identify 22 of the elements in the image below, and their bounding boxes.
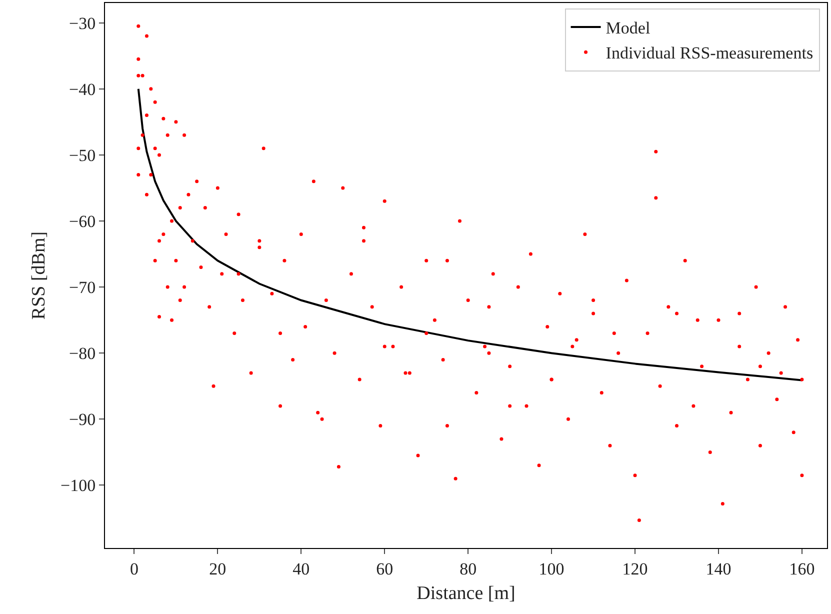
y-tick-label: −100 xyxy=(60,476,96,496)
x-tick-label: 20 xyxy=(209,559,226,578)
y-tick-label: −50 xyxy=(69,146,96,165)
x-tick-label: 100 xyxy=(538,559,564,578)
x-tick-label: 120 xyxy=(622,559,648,578)
legend-label: Model xyxy=(606,18,650,38)
y-tick-label: −40 xyxy=(69,80,96,99)
y-tick-label: −80 xyxy=(69,344,96,364)
x-tick-label: 160 xyxy=(789,559,815,578)
x-tick-label: 0 xyxy=(130,559,138,578)
y-tick-label: −30 xyxy=(69,14,96,33)
x-tick-label: 140 xyxy=(706,559,732,578)
y-tick-label: −90 xyxy=(69,410,96,430)
x-tick-label: 40 xyxy=(292,559,310,578)
x-axis-title: Distance [m] xyxy=(416,583,516,604)
legend-label: Individual RSS-measurements xyxy=(606,44,814,63)
y-tick-label: −70 xyxy=(69,278,96,298)
x-tick-label: 60 xyxy=(376,559,394,578)
y-tick-label: −60 xyxy=(69,212,96,231)
line-series xyxy=(137,88,803,382)
y-axis-title: RSS [dBm] xyxy=(28,231,50,320)
x-tick-label: 80 xyxy=(460,559,477,578)
